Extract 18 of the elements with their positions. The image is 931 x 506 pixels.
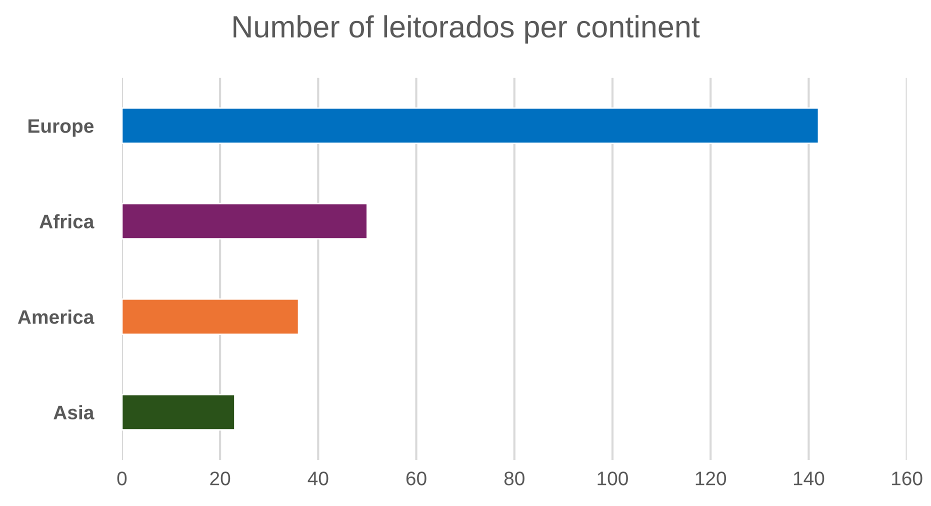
bar [122,107,820,144]
x-tick-label: 40 [308,472,328,486]
chart-title: Number of leitorados per continent [234,15,700,44]
x-tick-label: 120 [696,472,726,486]
y-tick-label: Europe [28,119,94,137]
y-tick-label: Africa [40,214,94,228]
x-tick-label: 160 [892,472,922,486]
bar [122,298,300,336]
y-tick-label: America [18,310,94,324]
bar [122,202,368,240]
x-tick-label: 140 [794,472,824,486]
x-tick-label: 20 [210,472,230,486]
x-tick-label: 0 [117,472,127,486]
bar [122,394,236,431]
x-tick-label: 60 [406,472,426,486]
y-tick-label: Asia [54,405,94,420]
x-tick-label: 80 [504,472,524,486]
x-tick-label: 100 [598,472,628,486]
